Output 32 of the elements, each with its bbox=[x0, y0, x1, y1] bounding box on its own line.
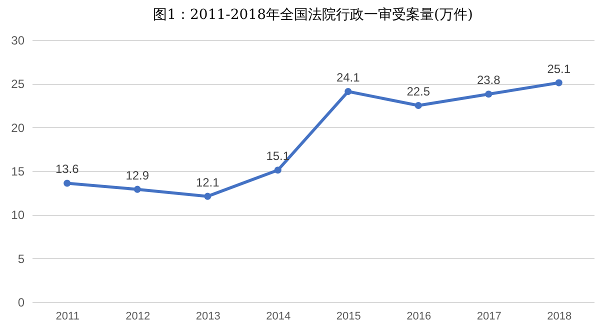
point bbox=[555, 79, 562, 86]
point bbox=[134, 186, 141, 193]
y-tick-label: 5 bbox=[18, 252, 25, 266]
point bbox=[414, 102, 422, 110]
y-tick-label: 25 bbox=[11, 77, 25, 92]
y-tick-label: 30 bbox=[11, 34, 25, 48]
x-tick-label: 2016 bbox=[406, 310, 432, 322]
data-label: 15.1 bbox=[266, 149, 290, 164]
y-tick-label: 15 bbox=[11, 164, 25, 178]
x-tick-label: 2018 bbox=[547, 310, 572, 322]
point bbox=[204, 192, 212, 200]
x-tick-label: 2014 bbox=[266, 310, 291, 322]
point bbox=[344, 88, 352, 96]
data-label: 12.9 bbox=[126, 168, 150, 182]
x-tick-label: 2013 bbox=[196, 310, 220, 322]
data-label: 25.1 bbox=[547, 62, 571, 76]
data-label: 23.8 bbox=[476, 73, 501, 88]
data-label: 22.5 bbox=[406, 84, 430, 98]
x-tick-label: 2011 bbox=[56, 310, 80, 322]
x-tick-label: 2017 bbox=[476, 310, 502, 322]
y-tick-label: 20 bbox=[11, 120, 25, 135]
x-tick-label: 2012 bbox=[126, 310, 150, 322]
data-label: 12.1 bbox=[196, 175, 220, 190]
point bbox=[64, 180, 71, 187]
data-label: 24.1 bbox=[336, 70, 360, 85]
x-tick-label: 2015 bbox=[336, 310, 361, 322]
chart-title: 图1：2011-2018年全国法院行政一审受案量(万件) bbox=[153, 6, 473, 23]
point bbox=[274, 166, 282, 174]
point bbox=[485, 90, 492, 98]
y-tick-label: 0 bbox=[18, 296, 25, 310]
data-label: 13.6 bbox=[55, 162, 80, 176]
y-tick-label: 10 bbox=[11, 208, 25, 222]
